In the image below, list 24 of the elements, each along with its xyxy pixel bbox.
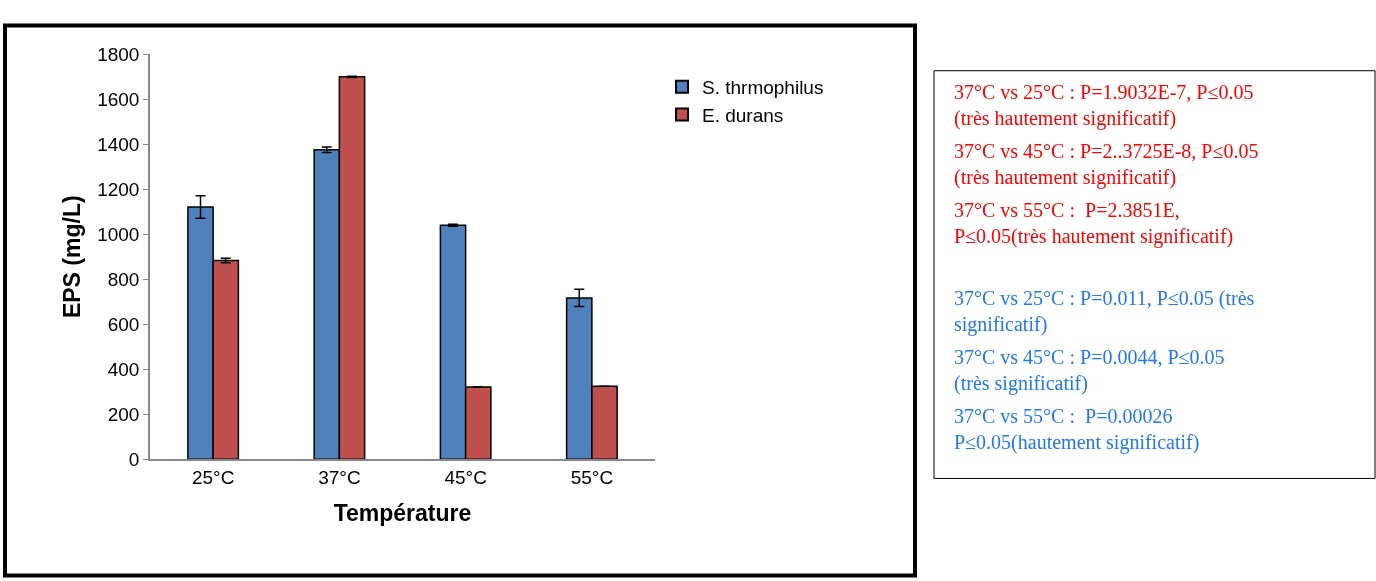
y-tick-label: 1000 bbox=[97, 223, 140, 245]
legend-label: S. thrmophilus bbox=[702, 77, 824, 99]
y-axis-title: EPS (mg/L) bbox=[59, 195, 86, 319]
text: 37°C vs 25°C : P=0.011, P≤0.05 (très significatif) bbox=[954, 287, 1255, 336]
y-tick-label: 800 bbox=[107, 268, 140, 290]
text: 37°C vs 25°C : P=1.9032E-7, P≤0.05 (très hautement significatif) bbox=[954, 81, 1254, 130]
y-tick-label: 600 bbox=[107, 313, 140, 335]
x-axis-title: Température bbox=[333, 499, 472, 526]
y-tick-label: 1600 bbox=[97, 88, 140, 110]
y-tick-label: 400 bbox=[107, 358, 140, 380]
y-tick-label: 1200 bbox=[97, 178, 140, 200]
y-tick-label: 0 bbox=[128, 448, 140, 470]
legend-label: E. durans bbox=[702, 104, 784, 126]
text: 37°C vs 45°C : P=0.0044, P≤0.05 (très significatif) bbox=[954, 346, 1225, 395]
text: 37°C vs 55°C : P=2.3851E, P≤0.05(très hautement significatif) bbox=[954, 199, 1234, 248]
x-tick-label: 25°C bbox=[191, 466, 235, 488]
x-tick-label: 45°C bbox=[444, 466, 487, 488]
x-tick-label: 37°C bbox=[318, 466, 361, 488]
y-tick-label: 200 bbox=[107, 403, 140, 425]
y-tick-label: 1400 bbox=[97, 133, 140, 155]
text: 37°C vs 45°C : P=2..3725E-8, P≤0.05 (très hautement significatif) bbox=[954, 140, 1259, 189]
y-tick-label: 1800 bbox=[97, 43, 140, 65]
text: 37°C vs 55°C : P=0.00026 P≤0.05(hautement significatif) bbox=[954, 405, 1200, 454]
x-tick-label: 55°C bbox=[570, 466, 614, 488]
